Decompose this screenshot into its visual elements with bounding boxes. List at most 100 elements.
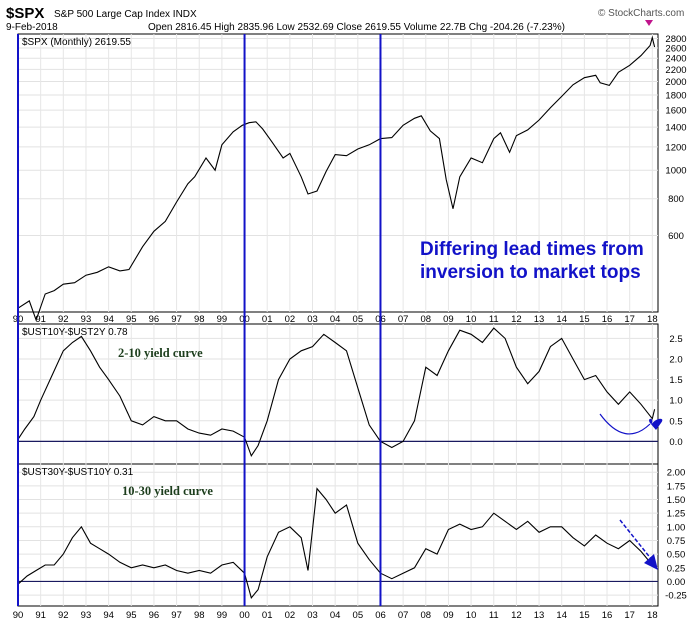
x-tick-label: 08 <box>420 610 431 621</box>
price-panel-title: $SPX (Monthly) 2619.55 <box>22 37 131 48</box>
x-tick-label: 03 <box>307 314 318 325</box>
y-tick-label: 2.5 <box>669 334 682 345</box>
y-tick-label: 2600 <box>665 43 686 54</box>
blue-curve-annotation <box>599 413 651 435</box>
spread-10-2-panel-title: $UST10Y-$UST2Y 0.78 <box>22 327 128 338</box>
x-tick-label: 13 <box>534 314 545 325</box>
x-tick-label: 09 <box>443 610 454 621</box>
x-tick-label: 94 <box>103 610 114 621</box>
header-quote: Open 2816.45 High 2835.96 Low 2532.69 Cl… <box>148 22 565 33</box>
annotation-line-2: inversion to market tops <box>420 262 641 283</box>
x-tick-label: 06 <box>375 610 386 621</box>
x-tick-label: 02 <box>285 314 296 325</box>
x-tick-label: 14 <box>556 610 567 621</box>
y-tick-label: 1000 <box>665 166 686 177</box>
x-tick-label: 14 <box>556 314 567 325</box>
x-tick-label: 98 <box>194 314 205 325</box>
series-line <box>17 35 656 322</box>
x-tick-label: 97 <box>171 314 182 325</box>
x-tick-label: 07 <box>398 314 409 325</box>
x-tick-label: 12 <box>511 314 522 325</box>
y-tick-label: 1.0 <box>669 396 682 407</box>
x-tick-label: 05 <box>353 610 364 621</box>
x-tick-label: 10 <box>466 314 477 325</box>
header-name: S&P 500 Large Cap Index INDX <box>54 9 197 20</box>
x-tick-label: 96 <box>149 610 160 621</box>
y-tick-label: 0.50 <box>667 550 686 561</box>
y-tick-label: 0.5 <box>669 416 682 427</box>
x-tick-label: 04 <box>330 314 341 325</box>
y-tick-label: 600 <box>668 231 684 242</box>
x-tick-label: 91 <box>35 314 46 325</box>
series-line <box>17 487 655 599</box>
x-tick-label: 11 <box>489 610 499 621</box>
y-tick-label: 1.00 <box>667 522 686 533</box>
y-tick-label: 2200 <box>665 65 686 76</box>
x-tick-label: 94 <box>103 314 114 325</box>
down-arrow-icon <box>645 20 653 26</box>
x-tick-label: 10 <box>466 610 477 621</box>
x-tick-label: 90 <box>13 610 24 621</box>
y-tick-label: 1.50 <box>667 495 686 506</box>
series-line <box>17 327 656 458</box>
y-tick-label: 1.5 <box>669 375 682 386</box>
x-tick-label: 17 <box>624 314 635 325</box>
y-tick-label: 1800 <box>665 91 686 102</box>
x-tick-label: 91 <box>35 610 46 621</box>
x-tick-label: 96 <box>149 314 160 325</box>
y-tick-label: 0.0 <box>669 437 682 448</box>
x-tick-label: 07 <box>398 610 409 621</box>
x-tick-label: 15 <box>579 314 590 325</box>
y-tick-label: 2400 <box>665 54 686 65</box>
x-tick-label: 18 <box>647 610 658 621</box>
x-tick-label: 99 <box>217 314 228 325</box>
x-tick-label: 08 <box>420 314 431 325</box>
x-tick-label: 12 <box>511 610 522 621</box>
x-tick-label: 03 <box>307 610 318 621</box>
annotation-10-30: 10-30 yield curve <box>122 484 213 498</box>
x-tick-label: 95 <box>126 610 137 621</box>
x-tick-label: 04 <box>330 610 341 621</box>
x-tick-label: 01 <box>262 610 273 621</box>
x-tick-label: 97 <box>171 610 182 621</box>
annotation-line-1: Differing lead times from <box>420 239 644 260</box>
y-tick-label: 1600 <box>665 106 686 117</box>
x-tick-label: 05 <box>353 314 364 325</box>
y-tick-label: 0.75 <box>667 536 686 547</box>
x-tick-label: 98 <box>194 610 205 621</box>
x-tick-label: 13 <box>534 610 545 621</box>
grid-layer: 6008001000120014001600180020002200240026… <box>13 34 687 621</box>
y-tick-label: 1200 <box>665 142 686 153</box>
x-tick-label: 11 <box>489 314 499 325</box>
x-tick-label: 01 <box>262 314 273 325</box>
y-tick-label: 2.0 <box>669 355 682 366</box>
header-symbol: $SPX <box>6 5 44 22</box>
x-tick-label: 15 <box>579 610 590 621</box>
x-tick-label: 09 <box>443 314 454 325</box>
spread-30-10-panel-title: $UST30Y-$UST10Y 0.31 <box>22 467 134 478</box>
header-date: 9-Feb-2018 <box>6 22 58 33</box>
y-tick-label: 2800 <box>665 34 686 45</box>
x-tick-label: 93 <box>81 610 92 621</box>
blue-arrow-line <box>619 519 653 561</box>
x-tick-label: 95 <box>126 314 137 325</box>
x-tick-label: 92 <box>58 610 69 621</box>
header-credit: © StockCharts.com <box>598 8 684 19</box>
y-tick-label: 0.25 <box>667 563 686 574</box>
x-tick-label: 17 <box>624 610 635 621</box>
y-tick-label: 1.75 <box>667 481 686 492</box>
x-tick-label: 02 <box>285 610 296 621</box>
annotation-2-10: 2-10 yield curve <box>118 346 203 360</box>
x-tick-label: 16 <box>602 610 613 621</box>
x-tick-label: 00 <box>239 610 250 621</box>
series-layer <box>17 34 658 606</box>
x-tick-label: 93 <box>81 314 92 325</box>
y-tick-label: 1400 <box>665 123 686 134</box>
y-tick-label: 2000 <box>665 77 686 88</box>
x-tick-label: 18 <box>647 314 658 325</box>
y-tick-label: 1.25 <box>667 509 686 520</box>
heart-icon <box>649 418 663 430</box>
y-tick-label: 2.00 <box>667 468 686 479</box>
y-tick-label: 0.00 <box>667 577 686 588</box>
